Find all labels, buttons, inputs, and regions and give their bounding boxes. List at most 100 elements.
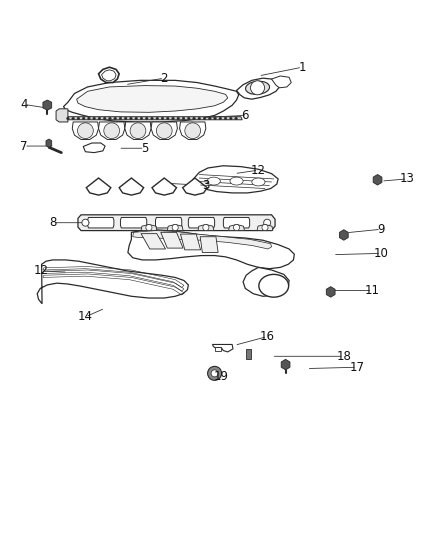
Circle shape [224, 117, 227, 120]
Polygon shape [86, 178, 111, 195]
Circle shape [124, 117, 127, 120]
Circle shape [98, 117, 101, 120]
Circle shape [230, 117, 232, 120]
Circle shape [235, 117, 237, 120]
Polygon shape [77, 86, 228, 112]
Circle shape [187, 117, 190, 120]
Polygon shape [272, 76, 291, 88]
Text: 8: 8 [49, 216, 56, 229]
Ellipse shape [252, 178, 265, 186]
Polygon shape [180, 122, 206, 140]
Circle shape [219, 117, 222, 120]
Polygon shape [78, 215, 275, 231]
Polygon shape [64, 80, 239, 122]
Polygon shape [88, 217, 114, 228]
Ellipse shape [246, 81, 269, 94]
Text: 11: 11 [365, 284, 380, 297]
Text: 10: 10 [374, 247, 389, 260]
Circle shape [264, 219, 271, 226]
Polygon shape [99, 67, 119, 83]
Polygon shape [188, 217, 215, 228]
Circle shape [208, 117, 211, 120]
Circle shape [172, 117, 174, 120]
Text: 5: 5 [141, 142, 148, 155]
Text: 18: 18 [336, 350, 351, 363]
Text: 9: 9 [377, 223, 385, 236]
Circle shape [166, 117, 169, 120]
Circle shape [203, 224, 209, 231]
Text: 19: 19 [214, 370, 229, 383]
Polygon shape [373, 174, 382, 185]
Circle shape [262, 224, 268, 231]
Circle shape [251, 81, 265, 95]
Circle shape [146, 224, 152, 231]
Circle shape [82, 117, 85, 120]
Text: 1: 1 [298, 61, 306, 74]
Polygon shape [167, 224, 183, 231]
Text: 7: 7 [20, 140, 28, 152]
Circle shape [114, 117, 117, 120]
Circle shape [211, 370, 218, 377]
Circle shape [203, 117, 206, 120]
Text: 2: 2 [160, 71, 168, 85]
Circle shape [208, 366, 222, 381]
Circle shape [156, 117, 159, 120]
Circle shape [161, 117, 164, 120]
Polygon shape [46, 139, 52, 147]
Circle shape [151, 117, 153, 120]
Text: 3: 3 [202, 179, 209, 192]
Polygon shape [102, 70, 116, 81]
Polygon shape [56, 109, 68, 122]
Text: 12: 12 [251, 164, 266, 176]
Polygon shape [183, 178, 207, 195]
Circle shape [193, 117, 195, 120]
Text: 14: 14 [78, 310, 93, 324]
Polygon shape [128, 229, 294, 269]
Circle shape [119, 117, 122, 120]
Polygon shape [212, 344, 233, 352]
Ellipse shape [230, 177, 243, 185]
Ellipse shape [259, 274, 289, 297]
Circle shape [140, 117, 143, 120]
Polygon shape [215, 346, 221, 351]
Polygon shape [180, 234, 201, 250]
Polygon shape [155, 217, 182, 228]
Polygon shape [200, 237, 218, 253]
Text: 6: 6 [241, 109, 249, 122]
Text: 4: 4 [20, 98, 28, 111]
Circle shape [67, 117, 69, 120]
Circle shape [78, 123, 93, 139]
Polygon shape [243, 268, 289, 296]
Polygon shape [141, 233, 166, 249]
Polygon shape [119, 178, 144, 195]
Text: 16: 16 [260, 330, 275, 343]
Polygon shape [229, 224, 244, 231]
Polygon shape [83, 143, 105, 152]
Polygon shape [152, 178, 177, 195]
Circle shape [185, 123, 201, 139]
Polygon shape [161, 232, 183, 248]
Text: 17: 17 [350, 361, 364, 374]
Circle shape [198, 117, 201, 120]
Polygon shape [339, 230, 348, 240]
Circle shape [156, 123, 172, 139]
Polygon shape [257, 224, 273, 231]
Polygon shape [151, 122, 177, 140]
Ellipse shape [207, 177, 220, 185]
Polygon shape [281, 359, 290, 370]
Polygon shape [133, 231, 272, 249]
Circle shape [233, 224, 240, 231]
Circle shape [82, 219, 89, 226]
Circle shape [145, 117, 148, 120]
Circle shape [77, 117, 80, 120]
Polygon shape [246, 349, 251, 359]
Polygon shape [125, 122, 151, 140]
Circle shape [130, 123, 146, 139]
Polygon shape [193, 166, 278, 193]
Polygon shape [72, 122, 99, 140]
Polygon shape [198, 224, 214, 231]
Text: 12: 12 [34, 264, 49, 277]
Text: 13: 13 [400, 172, 415, 185]
Circle shape [182, 117, 185, 120]
Polygon shape [223, 217, 250, 228]
